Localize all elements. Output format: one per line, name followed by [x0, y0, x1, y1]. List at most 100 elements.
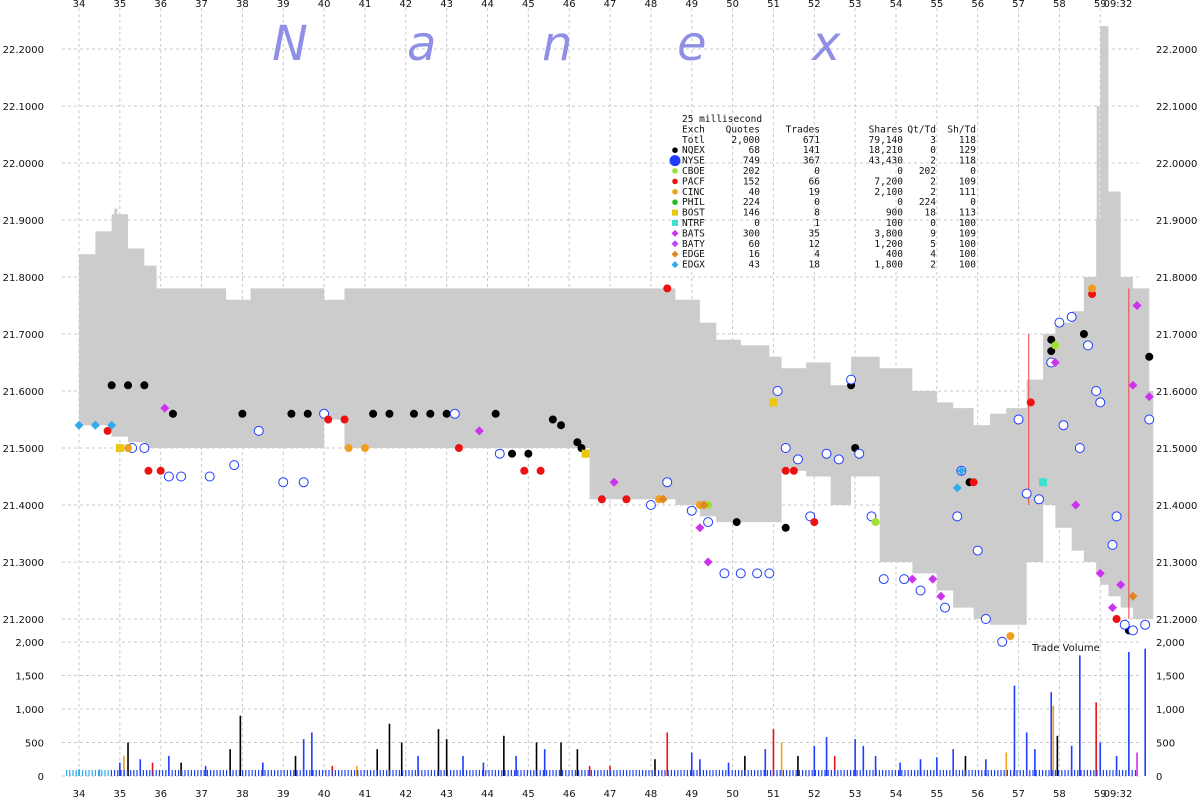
x-tick-label-top: 39: [277, 0, 290, 10]
volume-baseline-tick: [1122, 770, 1124, 776]
quote-point-bats: [1132, 301, 1142, 310]
volume-baseline-tick: [1035, 770, 1037, 776]
volume-baseline-tick: [478, 770, 480, 776]
volume-baseline-tick: [962, 770, 964, 776]
legend-column-header: Shares: [869, 124, 903, 135]
x-tick-label-bottom: 39: [277, 789, 290, 800]
volume-baseline-tick: [459, 770, 461, 776]
volume-baseline-tick: [315, 770, 317, 776]
volume-baseline-tick: [798, 770, 800, 776]
legend-cell: 4: [930, 249, 936, 260]
volume-baseline-tick: [990, 770, 992, 776]
x-end-label-top: 09:32: [1104, 0, 1133, 10]
volume-baseline-tick: [395, 770, 397, 776]
volume-baseline-tick: [1010, 770, 1012, 776]
volume-tick-left: 1,500: [15, 672, 44, 683]
quote-point-nqex: [140, 381, 149, 390]
quote-point-edge: [699, 500, 709, 510]
volume-baseline-tick: [101, 770, 103, 776]
volume-baseline-tick: [971, 770, 973, 776]
quote-point-nqex: [124, 381, 133, 390]
volume-baseline-tick: [1077, 770, 1079, 776]
volume-baseline-tick: [1080, 770, 1082, 776]
price-tick-left: 21.7000: [3, 330, 44, 341]
volume-baseline-tick: [546, 770, 548, 776]
legend-column-header: Trades: [786, 124, 820, 135]
volume-baseline-tick: [78, 770, 80, 776]
quote-point-pacf: [1088, 290, 1097, 299]
volume-baseline-tick: [792, 770, 794, 776]
volume-baseline-tick: [594, 770, 596, 776]
volume-baseline-tick: [514, 770, 516, 776]
volume-baseline-tick: [587, 770, 589, 776]
volume-baseline-tick: [296, 770, 298, 776]
x-tick-label-top: 45: [522, 0, 535, 10]
volume-bar: [204, 765, 207, 776]
quote-point-nyse: [1021, 488, 1032, 499]
volume-baseline-tick: [699, 770, 701, 776]
volume-baseline-tick: [677, 770, 679, 776]
price-spike: [1104, 151, 1108, 289]
price-tick-right: 22.1000: [1156, 102, 1197, 113]
volume-baseline-tick: [872, 770, 874, 776]
volume-baseline-tick: [69, 770, 71, 776]
x-tick-label-top: 36: [154, 0, 167, 10]
volume-baseline-tick: [846, 770, 848, 776]
legend-cell: 111: [959, 187, 976, 198]
legend-cell: 900: [886, 208, 903, 219]
volume-bar: [1056, 735, 1059, 776]
volume-baseline-tick: [520, 770, 522, 776]
volume-bar: [899, 762, 901, 776]
volume-baseline-tick: [123, 770, 125, 776]
volume-baseline-tick: [104, 770, 106, 776]
volume-baseline-tick: [149, 770, 151, 776]
volume-baseline-tick: [216, 770, 218, 776]
quote-point-nyse: [1013, 414, 1024, 425]
quote-point-nyse: [1111, 511, 1122, 522]
volume-baseline-tick: [245, 770, 247, 776]
volume-baseline-tick: [366, 770, 368, 776]
volume-baseline-tick: [507, 770, 509, 776]
volume-axis-label: Trade Volume: [1031, 643, 1100, 654]
x-tick-label-top: 48: [645, 0, 658, 10]
volume-baseline-tick: [1022, 770, 1024, 776]
legend-marker: [671, 250, 679, 258]
quote-point-bats: [609, 477, 619, 487]
volume-baseline-tick: [709, 770, 711, 776]
volume-baseline-tick: [946, 770, 948, 776]
volume-bar: [515, 755, 517, 776]
volume-baseline-tick: [363, 770, 365, 776]
volume-baseline-tick: [376, 770, 378, 776]
volume-baseline-tick: [139, 770, 141, 776]
legend-cell: 100: [886, 218, 903, 229]
volume-baseline-tick: [958, 770, 960, 776]
quote-point-bats: [928, 574, 938, 584]
volume-baseline-tick: [914, 770, 916, 776]
volume-baseline-tick: [174, 770, 176, 776]
price-tick-left: 21.3000: [3, 558, 44, 569]
volume-baseline-tick: [1125, 770, 1127, 776]
legend-cell: 0: [897, 197, 903, 208]
x-tick-label-top: 41: [359, 0, 372, 10]
volume-baseline-tick: [859, 770, 861, 776]
legend-cell: 671: [803, 135, 820, 146]
volume-baseline-tick: [136, 770, 138, 776]
quote-point-nqex: [303, 409, 312, 418]
volume-baseline-tick: [997, 770, 999, 776]
watermark-letter: x: [810, 16, 841, 72]
quote-point-pacf: [536, 466, 545, 475]
volume-baseline-tick: [1090, 770, 1092, 776]
volume-tick-right: 1,500: [1156, 672, 1185, 683]
x-tick-label-top: 42: [399, 0, 412, 10]
volume-baseline-tick: [686, 770, 688, 776]
quote-point-nqex: [442, 409, 451, 418]
volume-baseline-tick: [1003, 770, 1005, 776]
volume-baseline-tick: [258, 770, 260, 776]
volume-baseline-tick: [229, 770, 231, 776]
volume-bar: [964, 755, 967, 776]
legend-cell: 129: [959, 145, 976, 156]
quote-point-pacf: [781, 466, 790, 475]
price-tick-right: 21.6000: [1156, 387, 1197, 398]
volume-baseline-tick: [530, 770, 532, 776]
legend-cell: 79,140: [869, 135, 904, 146]
